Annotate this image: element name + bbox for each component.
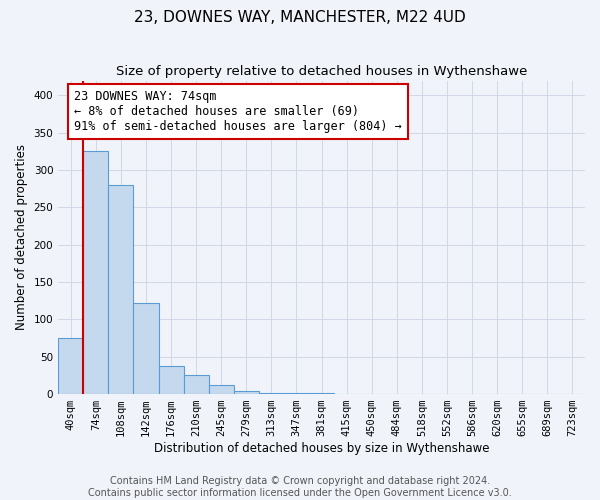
Bar bbox=[234, 391, 259, 394]
Text: 23, DOWNES WAY, MANCHESTER, M22 4UD: 23, DOWNES WAY, MANCHESTER, M22 4UD bbox=[134, 10, 466, 25]
Bar bbox=[133, 303, 158, 394]
Bar bbox=[109, 185, 133, 394]
Bar bbox=[83, 152, 109, 394]
Bar bbox=[158, 366, 184, 394]
Text: Contains HM Land Registry data © Crown copyright and database right 2024.
Contai: Contains HM Land Registry data © Crown c… bbox=[88, 476, 512, 498]
Bar bbox=[209, 385, 234, 394]
X-axis label: Distribution of detached houses by size in Wythenshawe: Distribution of detached houses by size … bbox=[154, 442, 490, 455]
Bar bbox=[184, 376, 209, 394]
Title: Size of property relative to detached houses in Wythenshawe: Size of property relative to detached ho… bbox=[116, 65, 527, 78]
Bar bbox=[259, 392, 284, 394]
Y-axis label: Number of detached properties: Number of detached properties bbox=[15, 144, 28, 330]
Text: 23 DOWNES WAY: 74sqm
← 8% of detached houses are smaller (69)
91% of semi-detach: 23 DOWNES WAY: 74sqm ← 8% of detached ho… bbox=[74, 90, 402, 133]
Bar bbox=[58, 338, 83, 394]
